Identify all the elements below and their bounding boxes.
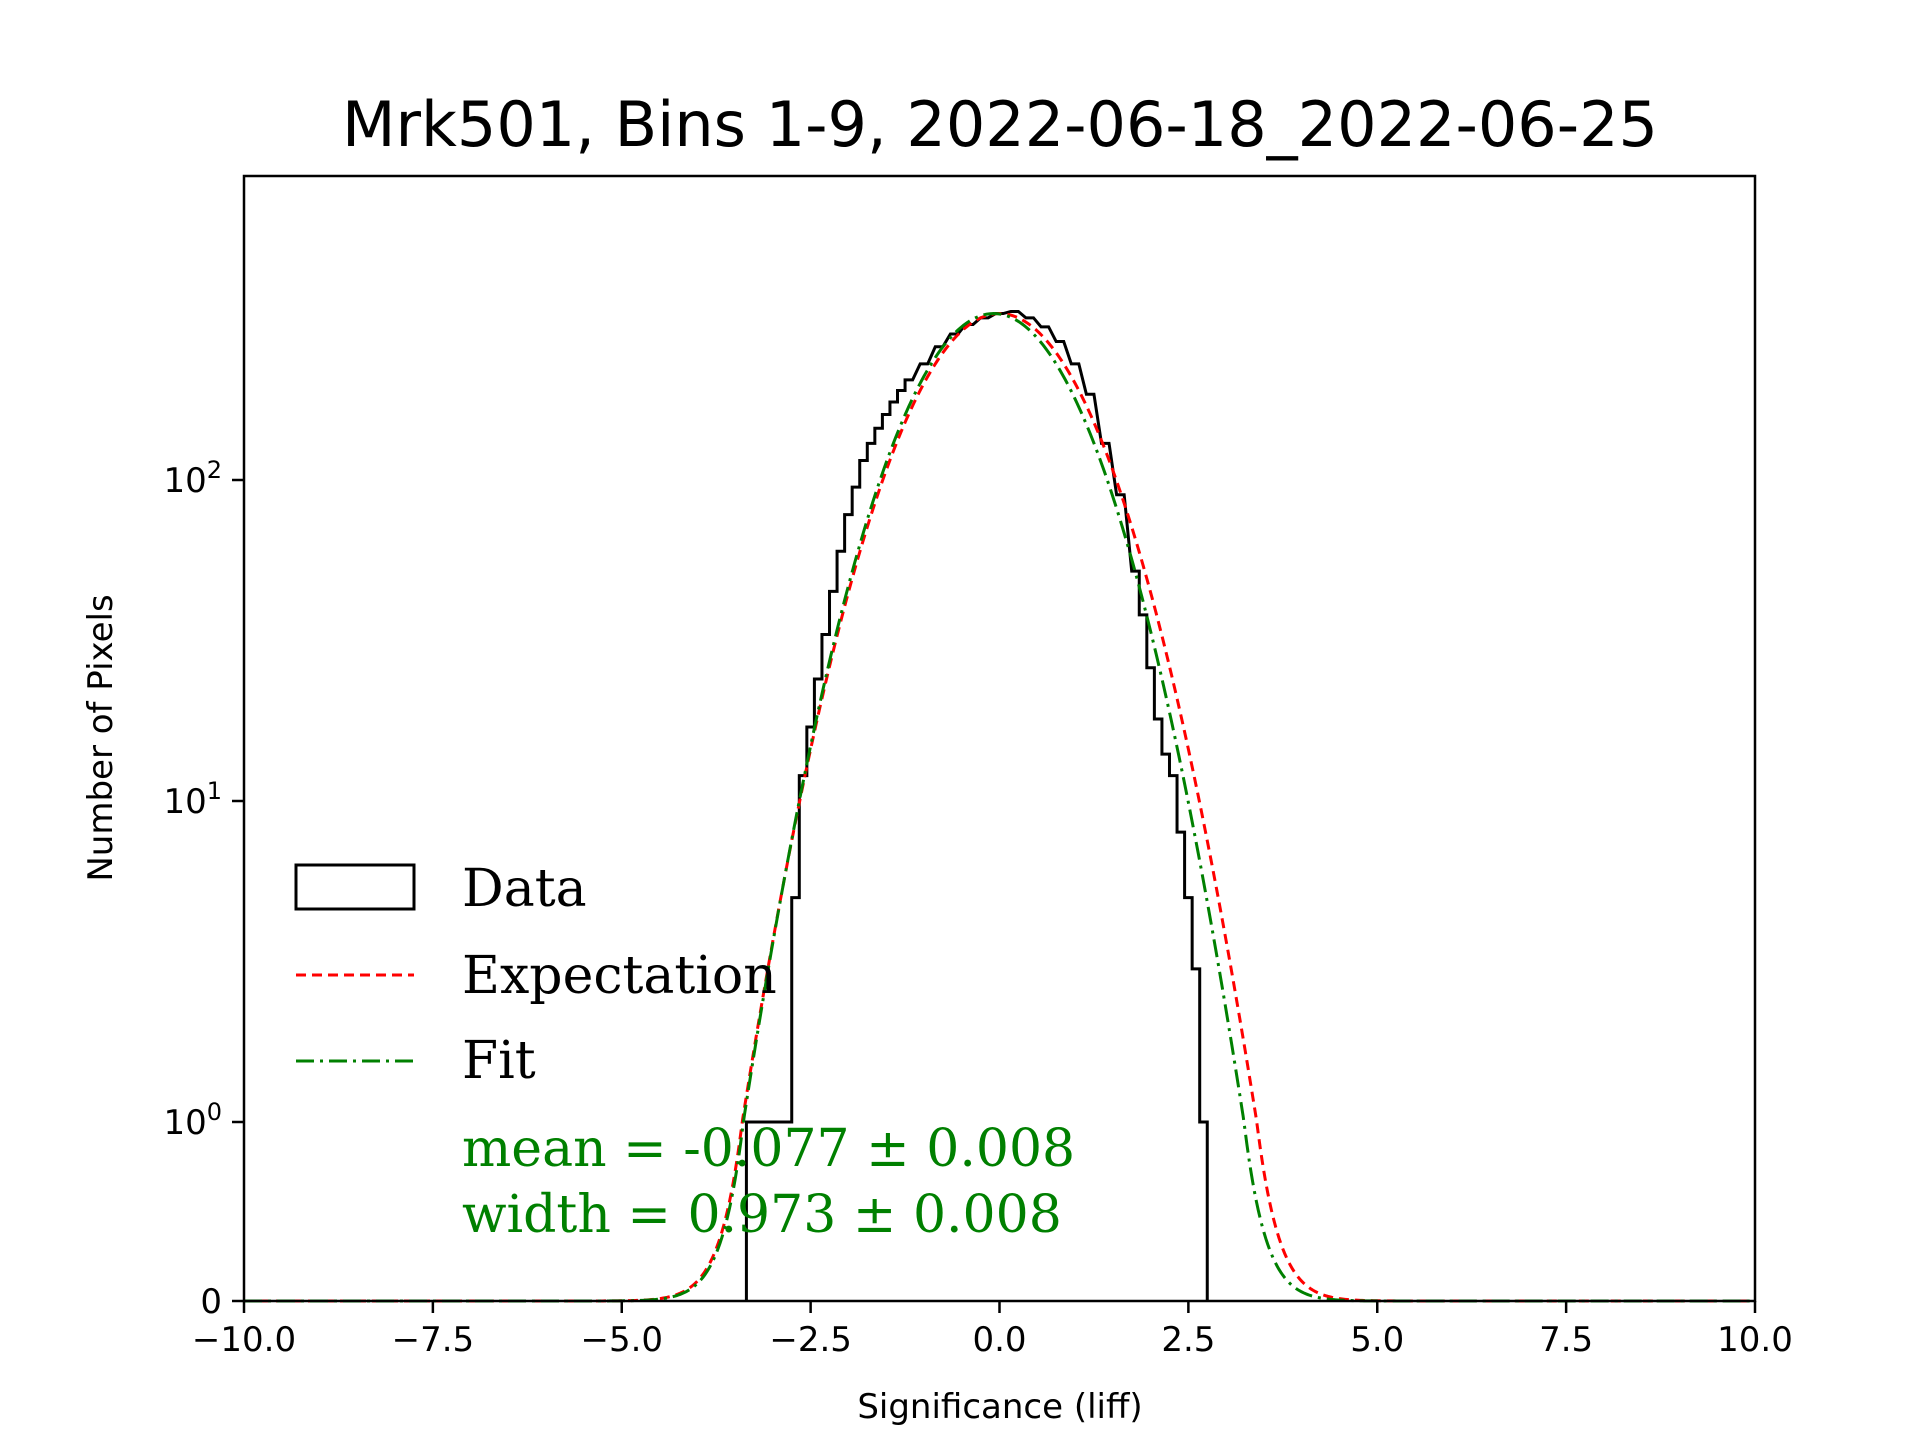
fit-mean-annotation: mean = -0.077 ± 0.008 xyxy=(462,1119,1075,1179)
x-tick-label: −5.0 xyxy=(580,1320,663,1360)
x-tick-label: 5.0 xyxy=(1350,1320,1404,1360)
y-axis: 0 100 101 102 xyxy=(163,456,244,1322)
legend-label-data: Data xyxy=(462,859,587,919)
x-tick-label: 10.0 xyxy=(1717,1320,1793,1360)
plot-background xyxy=(244,176,1755,1301)
y-tick-label: 100 xyxy=(163,1098,222,1143)
x-tick-label: −7.5 xyxy=(392,1320,475,1360)
x-tick-label: 0.0 xyxy=(972,1320,1026,1360)
legend: Data Expectation Fit xyxy=(294,859,777,1091)
y-axis-label: Number of Pixels xyxy=(81,594,121,881)
chart-title: Mrk501, Bins 1-9, 2022-06-18_2022-06-25 xyxy=(342,88,1658,161)
x-tick-label: 7.5 xyxy=(1539,1320,1593,1360)
legend-label-expectation: Expectation xyxy=(462,946,777,1006)
legend-label-fit: Fit xyxy=(462,1031,536,1091)
x-tick-label: 2.5 xyxy=(1161,1320,1215,1360)
x-tick-label: −10.0 xyxy=(192,1320,296,1360)
plot-area xyxy=(242,174,1757,1303)
fit-width-annotation: width = 0.973 ± 0.008 xyxy=(462,1185,1062,1245)
legend-swatch-data xyxy=(294,863,416,911)
x-axis-label: Significance (liff) xyxy=(857,1387,1142,1427)
y-tick-label: 101 xyxy=(163,777,222,822)
y-tick-label: 102 xyxy=(163,456,222,501)
x-tick-label: −2.5 xyxy=(769,1320,852,1360)
x-axis: −10.0 −7.5 −5.0 −2.5 0.0 2.5 5.0 7.5 10.0 xyxy=(192,1301,1793,1360)
y-tick-label: 0 xyxy=(200,1282,222,1322)
data-histogram xyxy=(744,309,1209,1301)
